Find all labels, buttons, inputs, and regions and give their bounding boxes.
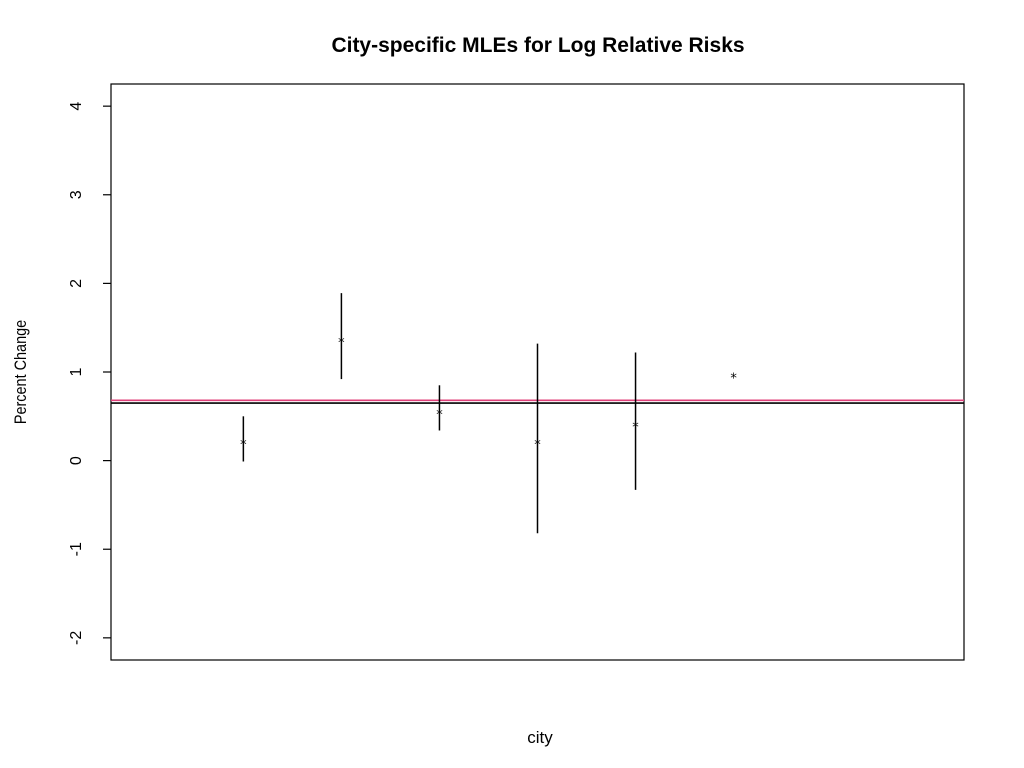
data-points: * * * * * *	[240, 293, 737, 534]
y-axis: -2 -1 0 1 2 3 4	[68, 102, 111, 645]
y-tick-label: 3	[68, 190, 85, 199]
x-axis-label: city	[527, 728, 553, 747]
y-tick-label: -2	[68, 631, 85, 645]
y-tick-label: -1	[68, 542, 85, 556]
point-marker: *	[730, 372, 737, 387]
y-axis-label: Percent Change	[12, 320, 30, 425]
point-marker: *	[338, 336, 345, 351]
point-marker: *	[240, 438, 247, 453]
point-marker: *	[632, 420, 639, 435]
point-marker: *	[436, 408, 443, 423]
y-tick-label: 1	[68, 367, 85, 376]
point-marker: *	[534, 438, 541, 453]
y-tick-label: 4	[68, 102, 85, 111]
chart-title: City-specific MLEs for Log Relative Risk…	[331, 34, 744, 57]
y-tick-label: 2	[68, 279, 85, 288]
y-tick-label: 0	[68, 456, 85, 465]
